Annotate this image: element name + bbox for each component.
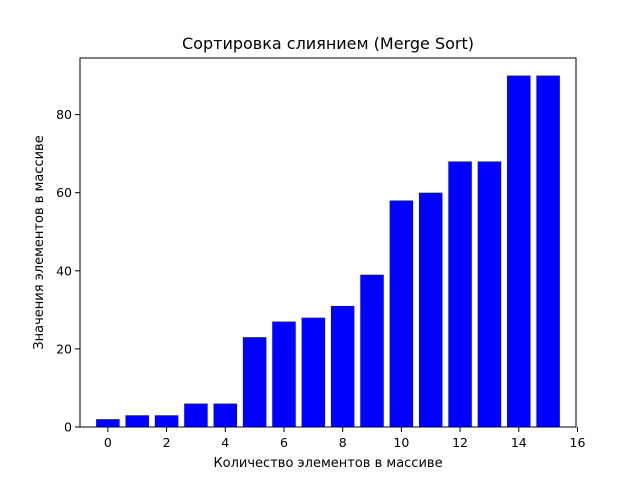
x-tick-label-2: 4 <box>221 435 229 450</box>
y-axis-label: Значения элементов в массиве <box>32 135 47 349</box>
y-tick-label-2: 40 <box>56 263 72 278</box>
bar-13 <box>477 161 502 428</box>
x-tick-label-1: 2 <box>163 435 171 450</box>
bar-8 <box>330 305 355 427</box>
y-tick-label-1: 20 <box>56 341 72 356</box>
chart-title: Сортировка слиянием (Merge Sort) <box>182 34 474 53</box>
x-tick-label-8: 16 <box>570 435 586 450</box>
bar-7 <box>301 317 326 427</box>
x-tick-label-3: 6 <box>280 435 288 450</box>
bar-4 <box>213 403 238 427</box>
bar-6 <box>272 321 296 427</box>
x-tick-label-0: 0 <box>104 435 112 450</box>
bar-3 <box>184 403 208 427</box>
x-tick-label-7: 14 <box>511 435 527 450</box>
bar-12 <box>448 161 472 428</box>
bars-layer <box>96 75 560 428</box>
bar-14 <box>507 75 531 427</box>
bar-1 <box>125 415 149 427</box>
x-tick-label-6: 12 <box>452 435 468 450</box>
bar-5 <box>242 337 267 427</box>
bar-2 <box>154 415 179 427</box>
x-tick-label-4: 8 <box>339 435 347 450</box>
y-tick-label-4: 80 <box>56 107 72 122</box>
bar-0 <box>96 419 120 427</box>
x-tick-label-5: 10 <box>393 435 409 450</box>
bar-11 <box>418 192 443 427</box>
bar-10 <box>389 200 414 427</box>
x-axis-label: Количество элементов в массиве <box>213 456 442 471</box>
y-axis-ticks: 0 20 40 60 80 <box>56 107 80 435</box>
bar-15 <box>536 75 560 427</box>
x-axis-ticks: 0 2 4 6 8 10 12 14 16 <box>104 427 586 450</box>
plot-frame <box>79 57 577 428</box>
bar-9 <box>360 274 384 427</box>
y-tick-label-0: 0 <box>64 420 72 435</box>
y-tick-label-3: 60 <box>56 185 72 200</box>
